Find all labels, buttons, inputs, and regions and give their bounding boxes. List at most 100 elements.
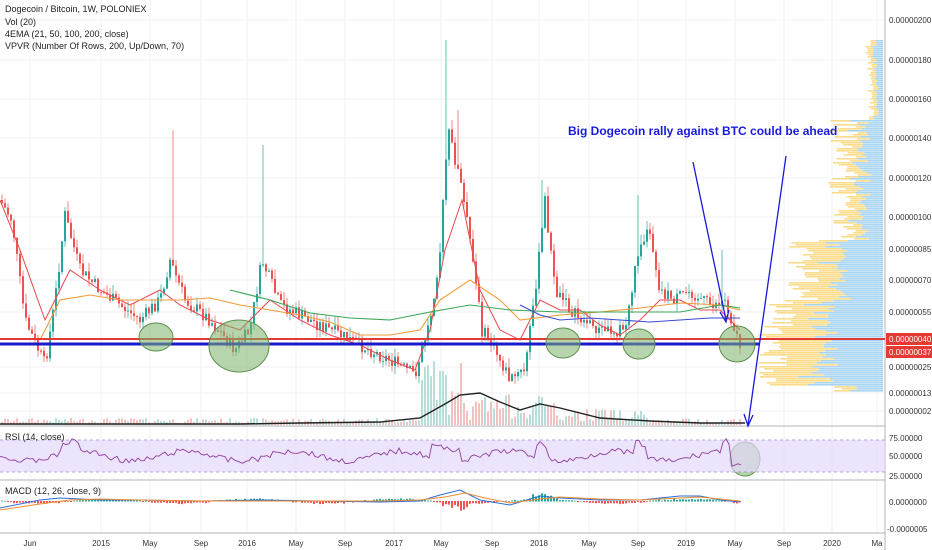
time-tick-label: 2020 bbox=[823, 539, 841, 548]
vpvr-up-row bbox=[876, 74, 883, 76]
candle-body bbox=[673, 298, 675, 305]
vpvr-down-row bbox=[791, 308, 829, 310]
vpvr-up-row bbox=[861, 128, 883, 130]
vpvr-up-row bbox=[832, 340, 883, 342]
candle-body bbox=[115, 293, 117, 298]
vpvr-up-row bbox=[857, 158, 883, 160]
vpvr-up-row bbox=[877, 100, 883, 102]
volume-bar bbox=[37, 419, 39, 425]
vpvr-down-row bbox=[855, 230, 869, 232]
macd-hist-bar bbox=[481, 501, 483, 504]
vpvr-down-row bbox=[788, 284, 837, 286]
vpvr-up-row bbox=[858, 166, 883, 168]
vpvr-down-row bbox=[795, 244, 840, 246]
macd-hist-bar bbox=[316, 501, 318, 503]
vpvr-down-row bbox=[867, 48, 874, 50]
macd-hist-bar bbox=[466, 501, 468, 508]
macd-hist-bar bbox=[472, 501, 474, 504]
vpvr-up-row bbox=[850, 120, 883, 122]
volume-bar bbox=[124, 419, 126, 425]
candle-body bbox=[469, 217, 471, 239]
candle-body bbox=[403, 363, 405, 365]
vpvr-up-row bbox=[839, 244, 883, 246]
macd-hist-bar bbox=[313, 501, 315, 504]
vpvr-down-row bbox=[764, 352, 820, 354]
vpvr-down-row bbox=[854, 172, 868, 174]
vpvr-up-row bbox=[827, 314, 883, 316]
volume-bar bbox=[445, 374, 447, 425]
vpvr-down-row bbox=[786, 360, 821, 362]
candle-body bbox=[421, 345, 423, 363]
vpvr-down-row bbox=[873, 86, 879, 88]
volume-bar bbox=[7, 419, 9, 425]
vpvr-up-row bbox=[862, 234, 883, 236]
candle-body bbox=[724, 299, 726, 301]
vpvr-up-row bbox=[866, 132, 883, 134]
volume-bar bbox=[265, 419, 267, 425]
price-badge-blue-label: 0.00000037 bbox=[889, 348, 932, 357]
vpvr-up-row bbox=[874, 68, 883, 70]
vpvr-up-row bbox=[875, 40, 883, 42]
macd-hist-bar bbox=[628, 501, 630, 503]
volume-bar bbox=[82, 418, 84, 425]
volume-bar bbox=[541, 397, 543, 425]
volume-bar bbox=[169, 420, 171, 425]
macd-hist-bar bbox=[514, 499, 516, 502]
vpvr-down-row bbox=[856, 194, 871, 196]
candle-body bbox=[520, 369, 522, 373]
candle-body bbox=[31, 329, 33, 334]
volume-bar bbox=[517, 406, 519, 425]
macd-hist-bar bbox=[511, 500, 513, 502]
volume-bar bbox=[478, 403, 480, 425]
candle-body bbox=[76, 247, 78, 254]
vpvr-up-row bbox=[811, 372, 883, 374]
vpvr-down-row bbox=[804, 272, 841, 274]
candle-body bbox=[337, 325, 339, 331]
macd-hist-bar bbox=[325, 501, 327, 503]
vpvr-up-row bbox=[862, 146, 883, 148]
vpvr-up-row bbox=[878, 86, 883, 88]
vpvr-up-row bbox=[858, 150, 883, 152]
volume-bar bbox=[235, 421, 237, 425]
vpvr-down-row bbox=[871, 92, 878, 94]
price-tick-label: 0.00000100 bbox=[889, 213, 932, 222]
macd-hist-bar bbox=[544, 494, 546, 502]
vpvr-down-row bbox=[810, 258, 844, 260]
vpvr-down-row bbox=[872, 94, 878, 96]
candle-body bbox=[85, 271, 87, 276]
volume-bar bbox=[448, 414, 450, 425]
macd-hist-bar bbox=[124, 499, 126, 502]
volume-bar bbox=[109, 421, 111, 425]
candle-body bbox=[67, 211, 69, 223]
macd-hist-bar bbox=[43, 501, 45, 504]
vpvr-down-row bbox=[836, 158, 858, 160]
volume-bar bbox=[43, 419, 45, 425]
candle-body bbox=[553, 250, 555, 277]
candle-body bbox=[175, 265, 177, 276]
volume-bar bbox=[739, 419, 741, 425]
volume-bar bbox=[664, 422, 666, 425]
vpvr-down-row bbox=[804, 274, 843, 276]
vpvr-down-row bbox=[772, 322, 831, 324]
vpvr-down-row bbox=[773, 370, 818, 372]
candle-body bbox=[130, 310, 132, 314]
vpvr-down-row bbox=[868, 54, 874, 56]
vpvr-down-row bbox=[831, 192, 856, 194]
macd-hist-bar bbox=[475, 501, 477, 504]
macd-hist-bar bbox=[73, 500, 75, 502]
macd-hist-bar bbox=[37, 501, 39, 504]
rsi-band bbox=[0, 440, 885, 472]
macd-hist-bar bbox=[460, 501, 462, 511]
candle-body bbox=[184, 286, 186, 301]
vpvr-down-row bbox=[817, 298, 852, 300]
macd-hist-bar bbox=[643, 501, 645, 503]
vpvr-down-row bbox=[759, 366, 813, 368]
vpvr-up-row bbox=[861, 228, 883, 230]
candle-body bbox=[268, 270, 270, 272]
macd-hist-bar bbox=[565, 500, 567, 502]
macd-hist-bar bbox=[169, 501, 171, 503]
volume-bar bbox=[616, 418, 618, 425]
candle-body bbox=[52, 309, 54, 332]
macd-hist-bar bbox=[82, 500, 84, 502]
